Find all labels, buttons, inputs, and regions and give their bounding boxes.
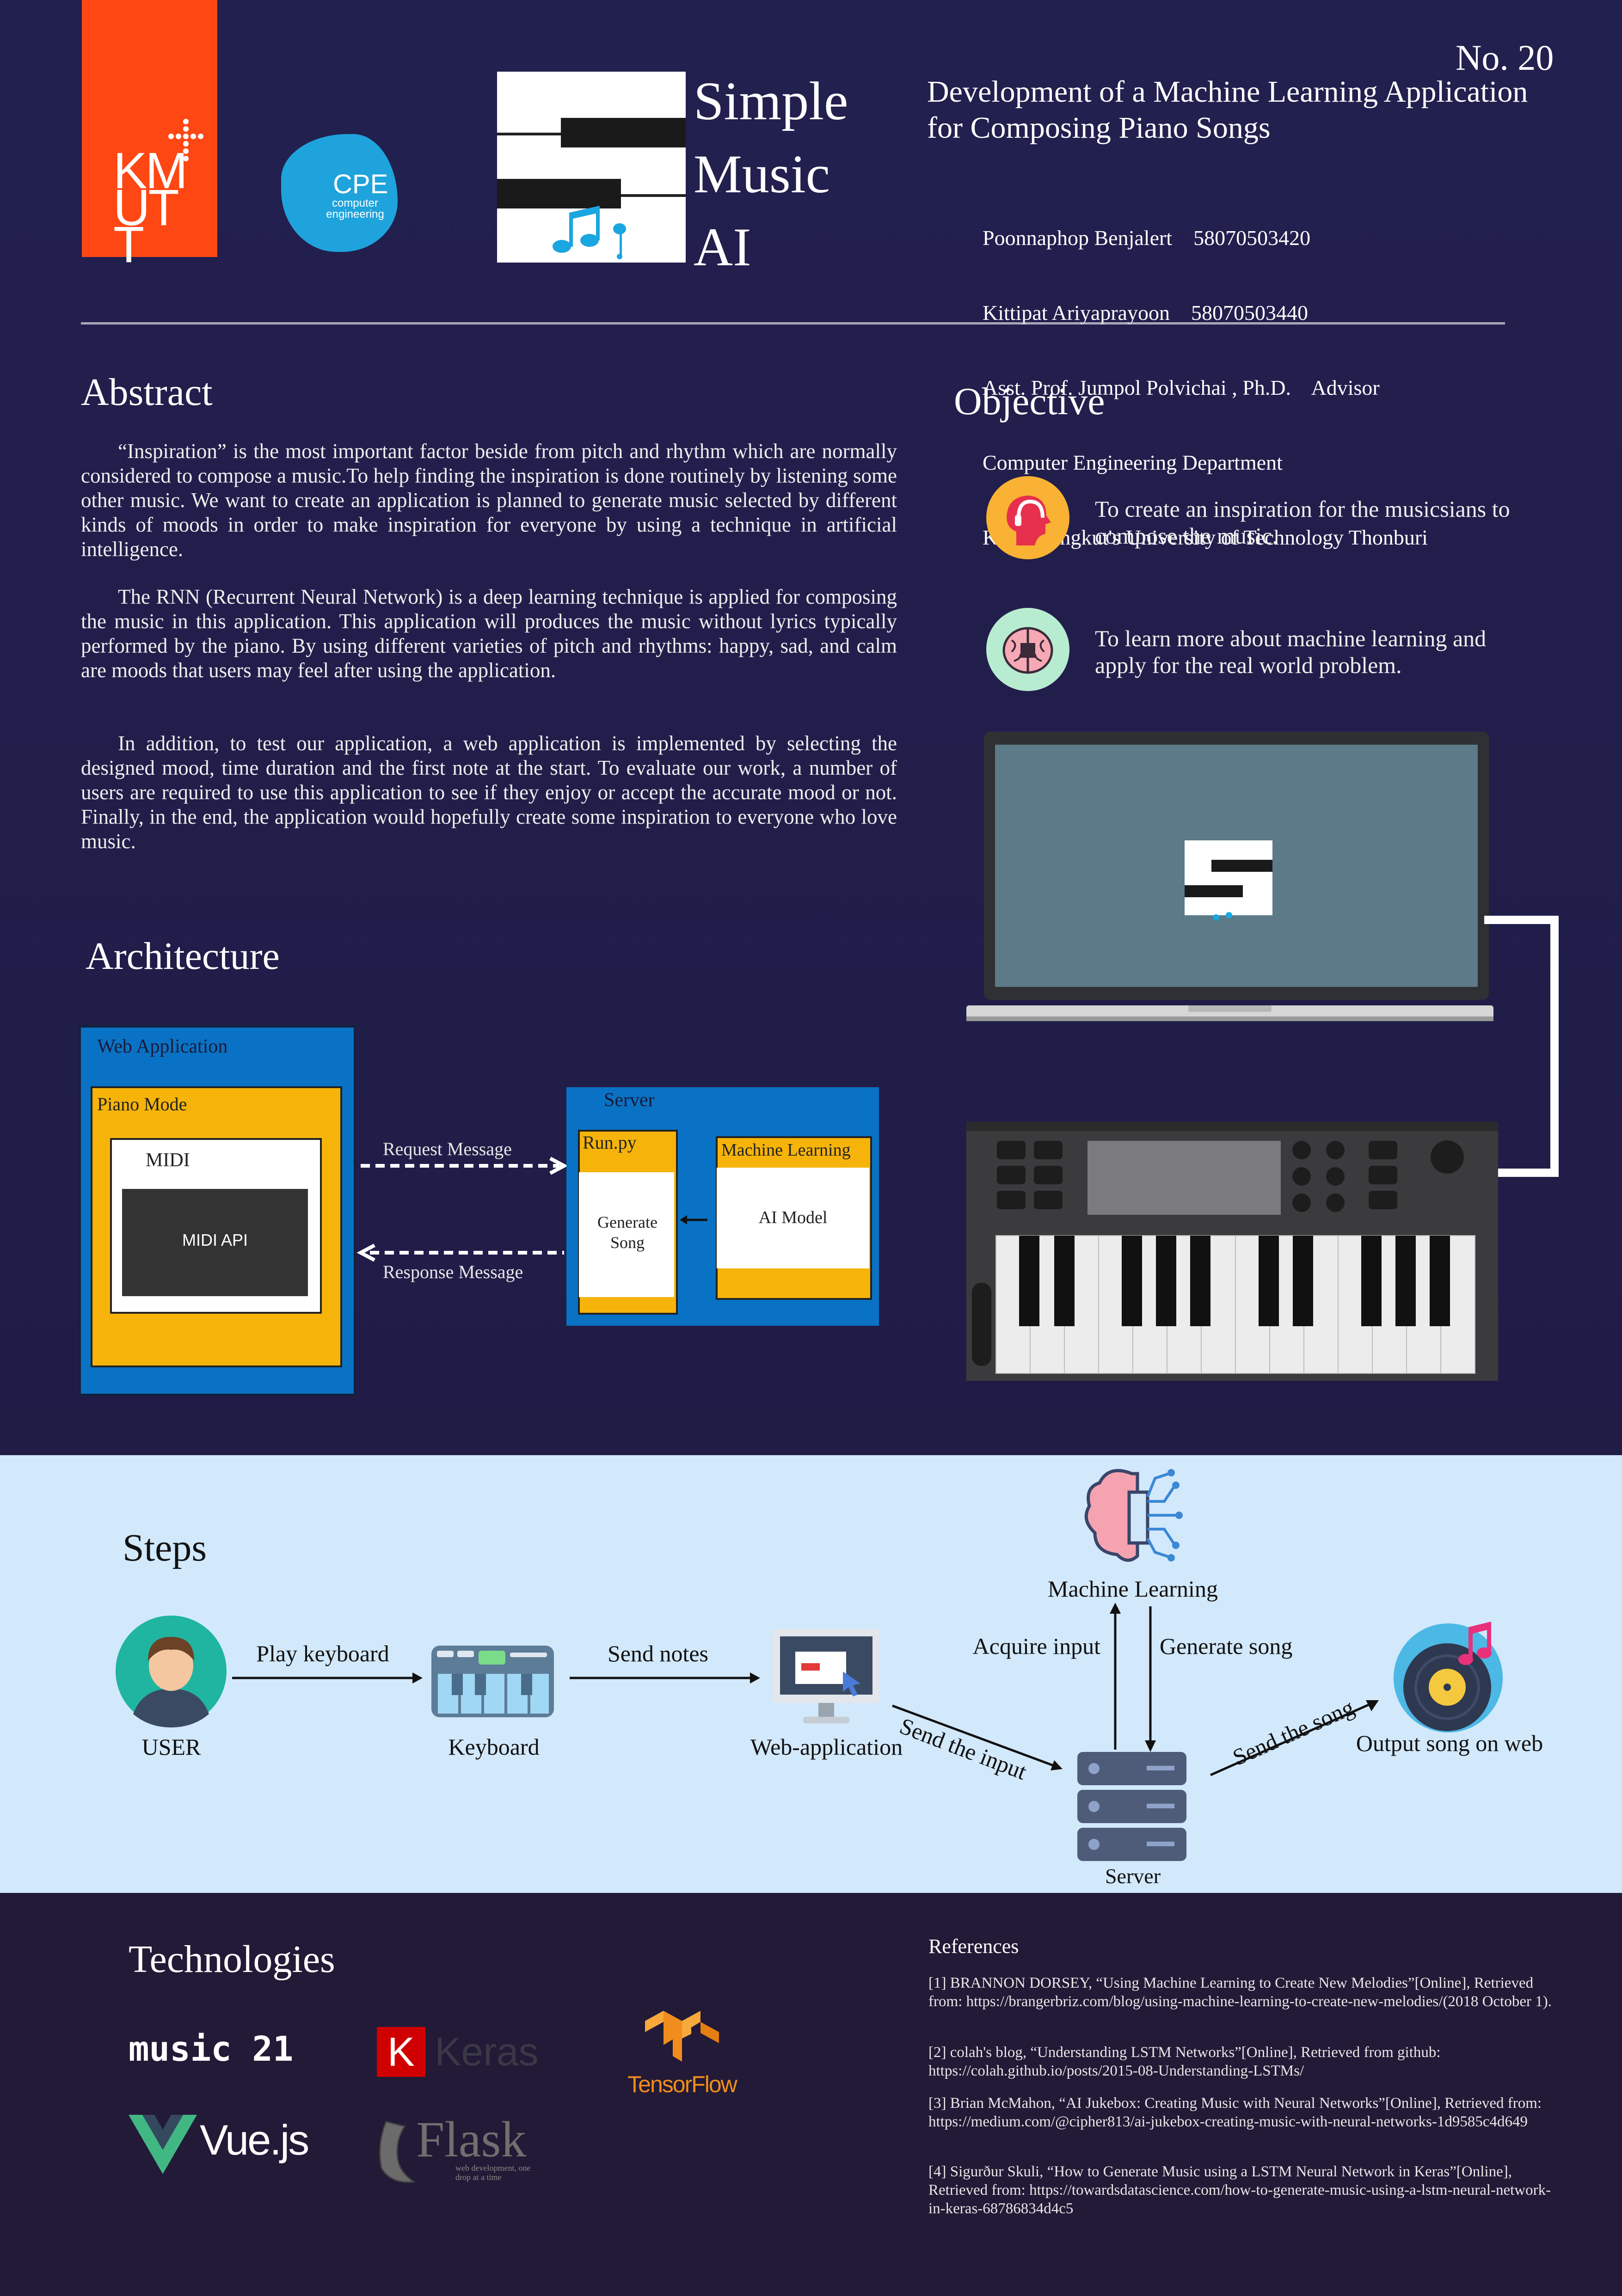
laptop-keyboard-illustration [966,732,1559,1381]
vue-logo-text: Vue.js [200,2117,309,2164]
arrow-left-icon [680,1215,707,1225]
flask-logo-text: Flask [416,2111,527,2167]
author-line: Kittipat Ariyaprayoon 58070503440 [983,301,1308,325]
arrow-right-icon [570,1672,760,1684]
machine-learning-label: Machine Learning [721,1140,851,1160]
brain-circuit-icon [986,608,1069,691]
cpe-logo-text: CPE [333,169,388,199]
tensorflow-logo-icon [645,2011,719,2062]
music21-logo: music 21 [129,2029,294,2069]
response-message-label: Response Message [383,1261,523,1282]
keras-logo-icon [377,2027,425,2077]
keyboard-icon [431,1646,554,1717]
poster-number: No. 20 [1456,37,1554,78]
arrow-up-right-icon [1210,1700,1379,1776]
app-logo-icon [1185,840,1272,921]
head-with-headphones-icon [986,476,1069,559]
arrow-right-icon [232,1672,423,1684]
piano-mode-label: Piano Mode [97,1094,187,1114]
output-song-label: Output song on web [1356,1730,1543,1756]
architecture-heading: Architecture [86,935,280,978]
midi-label: MIDI [146,1150,190,1171]
header-divider [81,322,1505,325]
app-logo [497,72,686,263]
reference-item: [1] BRANNON DORSEY, “Using Machine Learn… [928,1975,1552,2010]
flask-tagline: web development, one drop at a time [455,2163,531,2182]
request-message-label: Request Message [383,1139,512,1159]
arrow-down-right-icon [892,1704,1063,1770]
abstract-paragraph: “Inspiration” is the most important fact… [81,440,897,561]
kmutt-logo [82,0,217,257]
acquire-input-label: Acquire input [972,1633,1100,1659]
app-name-line: AI [694,217,751,277]
machine-learning-body [717,1168,869,1268]
references-heading: References [928,1935,1019,1958]
web-application-label: Web Application [97,1036,228,1057]
reference-item: [3] Brian McMahon, “AI Jukebox: Creating… [928,2095,1542,2130]
server-label: Server [604,1090,655,1111]
cpe-logo [281,134,398,252]
play-keyboard-label: Play keyboard [256,1641,389,1666]
user-avatar-icon [116,1616,227,1727]
web-application-label: Web-application [750,1734,903,1760]
arrow-left-icon [356,1243,375,1262]
reference-item: [2] colah's blog, “Understanding LSTM Ne… [928,2044,1441,2079]
app-name-line: Music [694,144,830,204]
up-down-arrows [1110,1603,1156,1752]
keras-logo-text: Keras [435,2030,539,2074]
flask-horn-icon [379,2121,416,2183]
arrow-right-icon [549,1157,568,1175]
project-title: Development of a Machine Learning Applic… [927,75,1528,145]
vinyl-record-music-icon [1394,1622,1503,1733]
arrow-up-icon [1110,1603,1121,1614]
author-line: Computer Engineering Department [983,451,1283,474]
web-application-monitor-icon [773,1629,880,1723]
server-label: Server [1105,1864,1161,1888]
brain-circuit-icon [1084,1469,1183,1562]
run-py-label: Run.py [583,1132,637,1153]
app-name: Simple Music AI [694,65,848,284]
abstract-heading: Abstract [81,371,213,414]
app-name-line: Simple [694,71,848,131]
generate-song-label: Generate song [1160,1633,1293,1659]
abstract-paragraph: In addition, to test our application, a … [81,732,897,853]
objective-text: To create an inspiration for the musicsi… [1095,496,1510,549]
midi-api-box [122,1189,308,1296]
objective-text: To learn more about machine learning and… [1095,625,1487,678]
send-notes-label: Send notes [607,1641,709,1666]
machine-learning-label: Machine Learning [1048,1576,1218,1602]
ai-model-label: AI Model [758,1208,828,1227]
user-label: USER [141,1734,201,1760]
run-py-body [579,1172,674,1297]
abstract-paragraph: The RNN (Recurrent Neural Network) is a … [81,585,897,682]
vue-logo-icon [129,2115,197,2174]
piano-keys-music-note-icon [497,118,686,259]
author-line: Asst. Prof. Jumpol Polvichai , Ph.D. Adv… [983,376,1380,399]
message-arrows [356,1157,568,1262]
cpe-logo-subtext: computer engineering [326,197,384,220]
keras-logo-k: K [387,2029,415,2075]
tensorflow-logo-text: TensorFlow [627,2071,737,2097]
arrow-down-icon [1145,1740,1156,1752]
plus-dots-icon [168,119,203,161]
server-icon [1077,1752,1186,1861]
generate-song-label: Generate Song [597,1213,657,1252]
technologies-heading: Technologies [129,1938,335,1981]
footer-section [0,1893,1622,2296]
kmutt-logo-text: KMUTT [113,142,188,273]
steps-heading: Steps [123,1526,207,1569]
author-line: Poonnaphop Benjalert 58070503420 [983,226,1311,250]
objective-heading: Objective [954,380,1105,423]
keyboard-label: Keyboard [448,1734,540,1760]
reference-item: [4] Sigurður Skuli, “How to Generate Mus… [928,2163,1551,2217]
midi-api-label: MIDI API [182,1231,248,1249]
